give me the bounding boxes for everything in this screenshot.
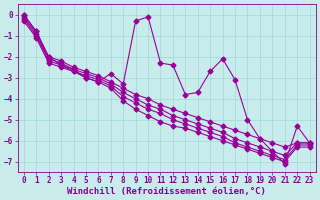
X-axis label: Windchill (Refroidissement éolien,°C): Windchill (Refroidissement éolien,°C) [67,187,266,196]
